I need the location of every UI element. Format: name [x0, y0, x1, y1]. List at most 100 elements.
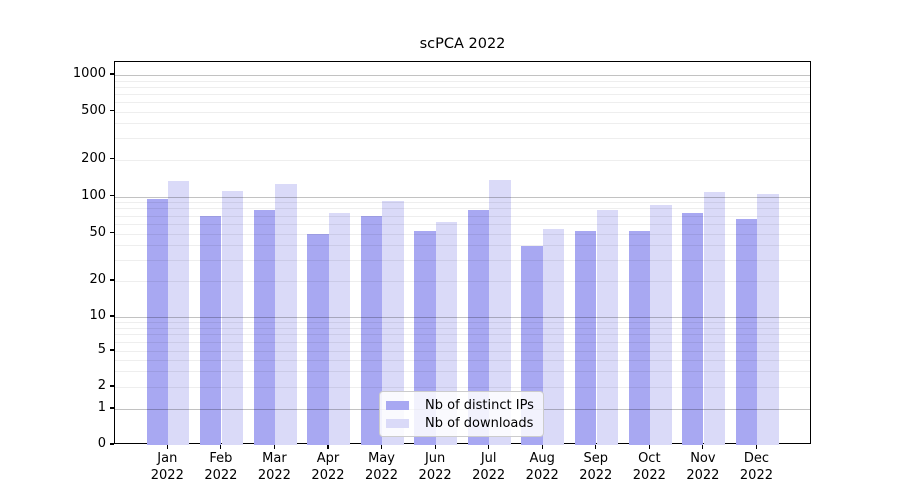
x-tick-label: Oct 2022: [632, 451, 666, 483]
x-tick-mark: [541, 444, 543, 449]
y-tick-label: 1: [97, 400, 106, 415]
bar-distinct-ips: [253, 209, 275, 445]
y-tick-mark: [109, 279, 114, 281]
gridline-minor: [115, 259, 810, 261]
y-tick-mark: [109, 385, 114, 387]
gridline-minor: [115, 208, 810, 210]
bar-downloads: [382, 200, 404, 445]
bar-distinct-ips: [146, 199, 168, 445]
legend-swatch-downloads: [386, 418, 409, 428]
gridline-minor: [115, 387, 810, 388]
bar-distinct-ips: [735, 218, 758, 445]
bar-downloads: [489, 180, 511, 445]
bar-downloads: [703, 192, 726, 445]
x-tick-label: Apr 2022: [311, 451, 345, 483]
bar-downloads: [596, 210, 618, 445]
x-tick-label: May 2022: [364, 451, 399, 483]
y-tick-mark: [109, 443, 114, 445]
legend: Nb of distinct IPs Nb of downloads: [379, 391, 544, 437]
x-tick-label: Jun 2022: [418, 451, 452, 483]
bar-downloads: [435, 222, 458, 445]
gridline-minor: [115, 223, 810, 225]
bar-downloads: [650, 205, 672, 445]
bar-downloads: [328, 212, 351, 445]
y-tick-label: 2: [97, 378, 106, 393]
y-tick-mark: [109, 194, 114, 197]
bar-distinct-ips: [467, 210, 490, 445]
x-tick-mark: [220, 444, 222, 449]
gridline-minor: [115, 138, 810, 140]
bar-distinct-ips: [574, 231, 597, 445]
gridline-minor: [115, 202, 810, 204]
gridline-minor: [115, 359, 810, 361]
bar-distinct-ips: [360, 215, 383, 445]
y-tick-mark: [109, 73, 114, 75]
gridline-minor: [115, 281, 810, 282]
legend-label-downloads: Nb of downloads: [425, 415, 534, 431]
bar-downloads: [543, 229, 565, 445]
gridline-minor: [115, 322, 810, 324]
gridline-major: [115, 196, 810, 198]
gridline-minor: [115, 159, 810, 161]
gridline-minor: [115, 215, 810, 217]
gridline-minor: [115, 233, 810, 235]
bar-distinct-ips: [628, 231, 650, 445]
gridline-minor: [115, 351, 810, 352]
chart-title: scPCA 2022: [419, 36, 506, 52]
x-tick-label: Dec 2022: [739, 451, 773, 483]
y-tick-mark: [109, 407, 114, 409]
y-tick-label: 0: [97, 436, 106, 451]
x-tick-mark: [434, 444, 436, 449]
y-tick-mark: [109, 315, 114, 317]
y-tick-mark: [109, 157, 114, 160]
gridline-minor: [115, 80, 810, 82]
gridline-minor: [115, 101, 810, 103]
gridline-minor: [115, 245, 810, 247]
gridline-minor: [115, 123, 810, 125]
x-tick-label: Sep 2022: [579, 451, 613, 483]
x-tick-mark: [488, 444, 490, 449]
bar-distinct-ips: [682, 212, 704, 445]
x-tick-mark: [648, 444, 650, 449]
plot-area: [114, 61, 811, 445]
gridline-major: [115, 75, 810, 76]
x-tick-mark: [380, 444, 383, 449]
x-tick-mark: [702, 444, 704, 449]
x-tick-label: Nov 2022: [686, 451, 720, 483]
y-tick-label: 500: [81, 102, 106, 118]
y-tick-label: 10: [89, 308, 106, 323]
gridline-minor: [115, 111, 810, 113]
bar-downloads: [221, 191, 244, 445]
legend-label-distinct-ips: Nb of distinct IPs: [425, 397, 534, 413]
gridline-minor: [115, 327, 810, 329]
gridline-minor: [115, 93, 810, 95]
y-tick-label: 100: [81, 187, 106, 203]
x-tick-label: Jan 2022: [150, 451, 184, 483]
y-tick-mark: [109, 109, 114, 112]
x-tick-label: Mar 2022: [257, 451, 291, 483]
bar-distinct-ips: [307, 233, 329, 445]
y-tick-label: 5: [97, 342, 106, 357]
gridline-minor: [115, 334, 810, 336]
y-tick-label: 20: [89, 272, 106, 287]
x-tick-mark: [166, 444, 168, 449]
x-tick-label: Feb 2022: [204, 451, 238, 483]
gridline-minor: [115, 342, 810, 344]
y-tick-mark: [109, 349, 114, 351]
y-tick-label: 50: [89, 224, 106, 240]
bar-distinct-ips: [200, 215, 222, 445]
x-tick-mark: [273, 444, 275, 449]
bar-downloads: [275, 184, 297, 445]
x-tick-label: Jul 2022: [472, 451, 506, 483]
bar-downloads: [168, 180, 190, 445]
gridline-major: [115, 317, 810, 318]
gridline-minor: [115, 371, 810, 373]
bar-downloads: [757, 193, 779, 445]
x-tick-mark: [595, 444, 597, 449]
x-tick-mark: [755, 444, 758, 449]
y-tick-label: 200: [81, 150, 106, 166]
legend-item-downloads: Nb of downloads: [386, 414, 537, 432]
legend-swatch-distinct-ips: [386, 400, 409, 410]
gridline-minor: [115, 86, 810, 88]
